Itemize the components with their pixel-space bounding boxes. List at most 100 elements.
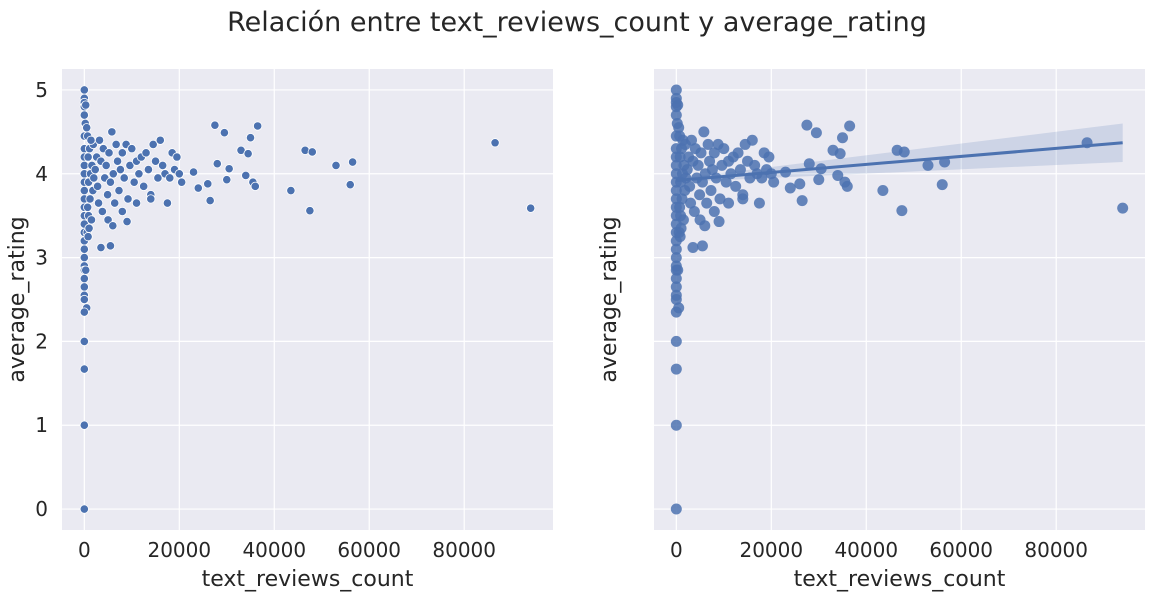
left-scatter-point xyxy=(150,156,161,166)
right-scatter-point xyxy=(694,189,706,201)
right-scatter-point xyxy=(704,155,716,167)
right-scatter-point xyxy=(677,134,689,146)
left-scatter-point xyxy=(241,170,251,181)
left-y-tick-label: 5 xyxy=(35,78,48,102)
left-scatter-point xyxy=(122,216,132,227)
left-scatter-point xyxy=(139,181,149,191)
right-scatter-point xyxy=(714,193,726,205)
right-scatter-point xyxy=(832,169,844,181)
left-scatter-point xyxy=(94,135,105,145)
right-x-tick-label: 0 xyxy=(670,538,683,562)
right-scatter-point xyxy=(685,197,697,209)
right-x-axis-label: text_reviews_count xyxy=(794,567,1006,592)
left-scatter-point xyxy=(90,164,100,175)
left-scatter-point xyxy=(93,181,103,191)
left-scatter-point xyxy=(253,121,263,131)
right-scatter-point xyxy=(670,84,682,96)
right-scatter-point xyxy=(705,185,717,197)
left-scatter-point xyxy=(79,282,89,292)
right-scatter-point xyxy=(688,205,700,217)
right-scatter-point xyxy=(687,242,699,254)
left-scatter-point xyxy=(131,198,142,208)
left-scatter-point xyxy=(174,169,184,179)
right-scatter-point xyxy=(896,205,908,217)
right-scatter-point xyxy=(696,240,708,252)
left-scatter-point xyxy=(115,164,126,175)
left-scatter-point xyxy=(81,100,91,110)
right-scatter-point xyxy=(670,335,682,347)
right-y-axis-label: average_rating xyxy=(597,216,622,382)
right-scatter-point xyxy=(670,185,682,197)
right-scatter-point xyxy=(702,138,714,150)
right-scatter-point xyxy=(684,180,696,192)
left-scatter-point xyxy=(79,185,89,196)
right-scatter-point xyxy=(708,205,720,217)
right-scatter-point xyxy=(718,143,730,155)
left-scatter-point xyxy=(188,167,199,177)
left-scatter-point xyxy=(210,120,220,130)
right-scatter-point xyxy=(681,164,693,176)
left-scatter-point xyxy=(81,265,91,275)
left-scatter-point xyxy=(83,152,93,162)
left-scatter-point xyxy=(193,183,203,193)
left-scatter-point xyxy=(153,173,163,183)
left-scatter-point xyxy=(110,198,120,208)
right-scatter-point xyxy=(763,151,775,163)
left-plot-area xyxy=(62,69,553,530)
left-scatter-point xyxy=(83,232,93,242)
right-scatter-point xyxy=(674,231,686,243)
right-scatter-point xyxy=(692,159,704,171)
left-scatter-point xyxy=(107,127,117,137)
left-scatter-point xyxy=(222,175,232,185)
right-regression-line xyxy=(676,141,1123,182)
left-scatter-point xyxy=(165,173,175,183)
left-scatter-point xyxy=(79,110,89,120)
left-scatter-point xyxy=(89,173,99,183)
left-scatter-point xyxy=(146,194,156,204)
left-scatter-point xyxy=(203,179,213,189)
left-scatter-point xyxy=(205,195,215,206)
right-scatter-point xyxy=(720,176,732,188)
right-scatter-point xyxy=(686,134,698,146)
right-scatter-point xyxy=(734,164,746,176)
right-scatter-point xyxy=(898,146,910,158)
right-scatter-point xyxy=(670,503,682,515)
left-scatter-point xyxy=(245,133,256,143)
left-scatter-point xyxy=(243,149,253,159)
right-scatter-point xyxy=(701,197,713,209)
left-scatter-point xyxy=(526,203,536,213)
left-scatter-point xyxy=(125,160,135,170)
left-scatter-point xyxy=(79,252,89,263)
left-scatter-point xyxy=(490,138,500,148)
left-scatter-point xyxy=(108,221,118,231)
left-scatter-point xyxy=(79,273,89,284)
right-scatter-point xyxy=(699,220,711,232)
left-x-tick-label: 0 xyxy=(78,538,91,562)
left-scatter-point xyxy=(348,157,358,167)
right-scatter-point xyxy=(737,193,749,205)
figure-title: Relación entre text_reviews_count y aver… xyxy=(227,7,927,38)
left-scatter-point xyxy=(93,198,104,208)
left-scatter-point xyxy=(86,135,96,145)
right-scatter-point xyxy=(732,147,744,159)
left-scatter-point xyxy=(305,206,315,216)
left-scatter-point xyxy=(155,135,165,145)
right-scatter-point xyxy=(670,294,682,305)
left-scatter-point xyxy=(108,169,118,179)
right-scatter-point xyxy=(708,147,720,159)
right-scatter-point xyxy=(834,148,846,160)
right-scatter-point xyxy=(670,159,682,171)
left-y-tick-label: 0 xyxy=(35,497,48,521)
left-scatter-point xyxy=(84,223,94,233)
left-x-tick-label: 20000 xyxy=(147,538,211,562)
left-scatter-point xyxy=(96,242,106,253)
left-scatter-point xyxy=(79,294,89,305)
right-scatter-point xyxy=(730,180,742,192)
left-scatter-point xyxy=(143,164,154,175)
left-scatter-point xyxy=(85,194,95,204)
left-scatter-point xyxy=(103,215,113,225)
left-scatter-point xyxy=(97,206,107,217)
left-scatter-point xyxy=(331,160,341,170)
left-scatter-point xyxy=(79,160,89,170)
left-scatter-point xyxy=(127,144,137,154)
